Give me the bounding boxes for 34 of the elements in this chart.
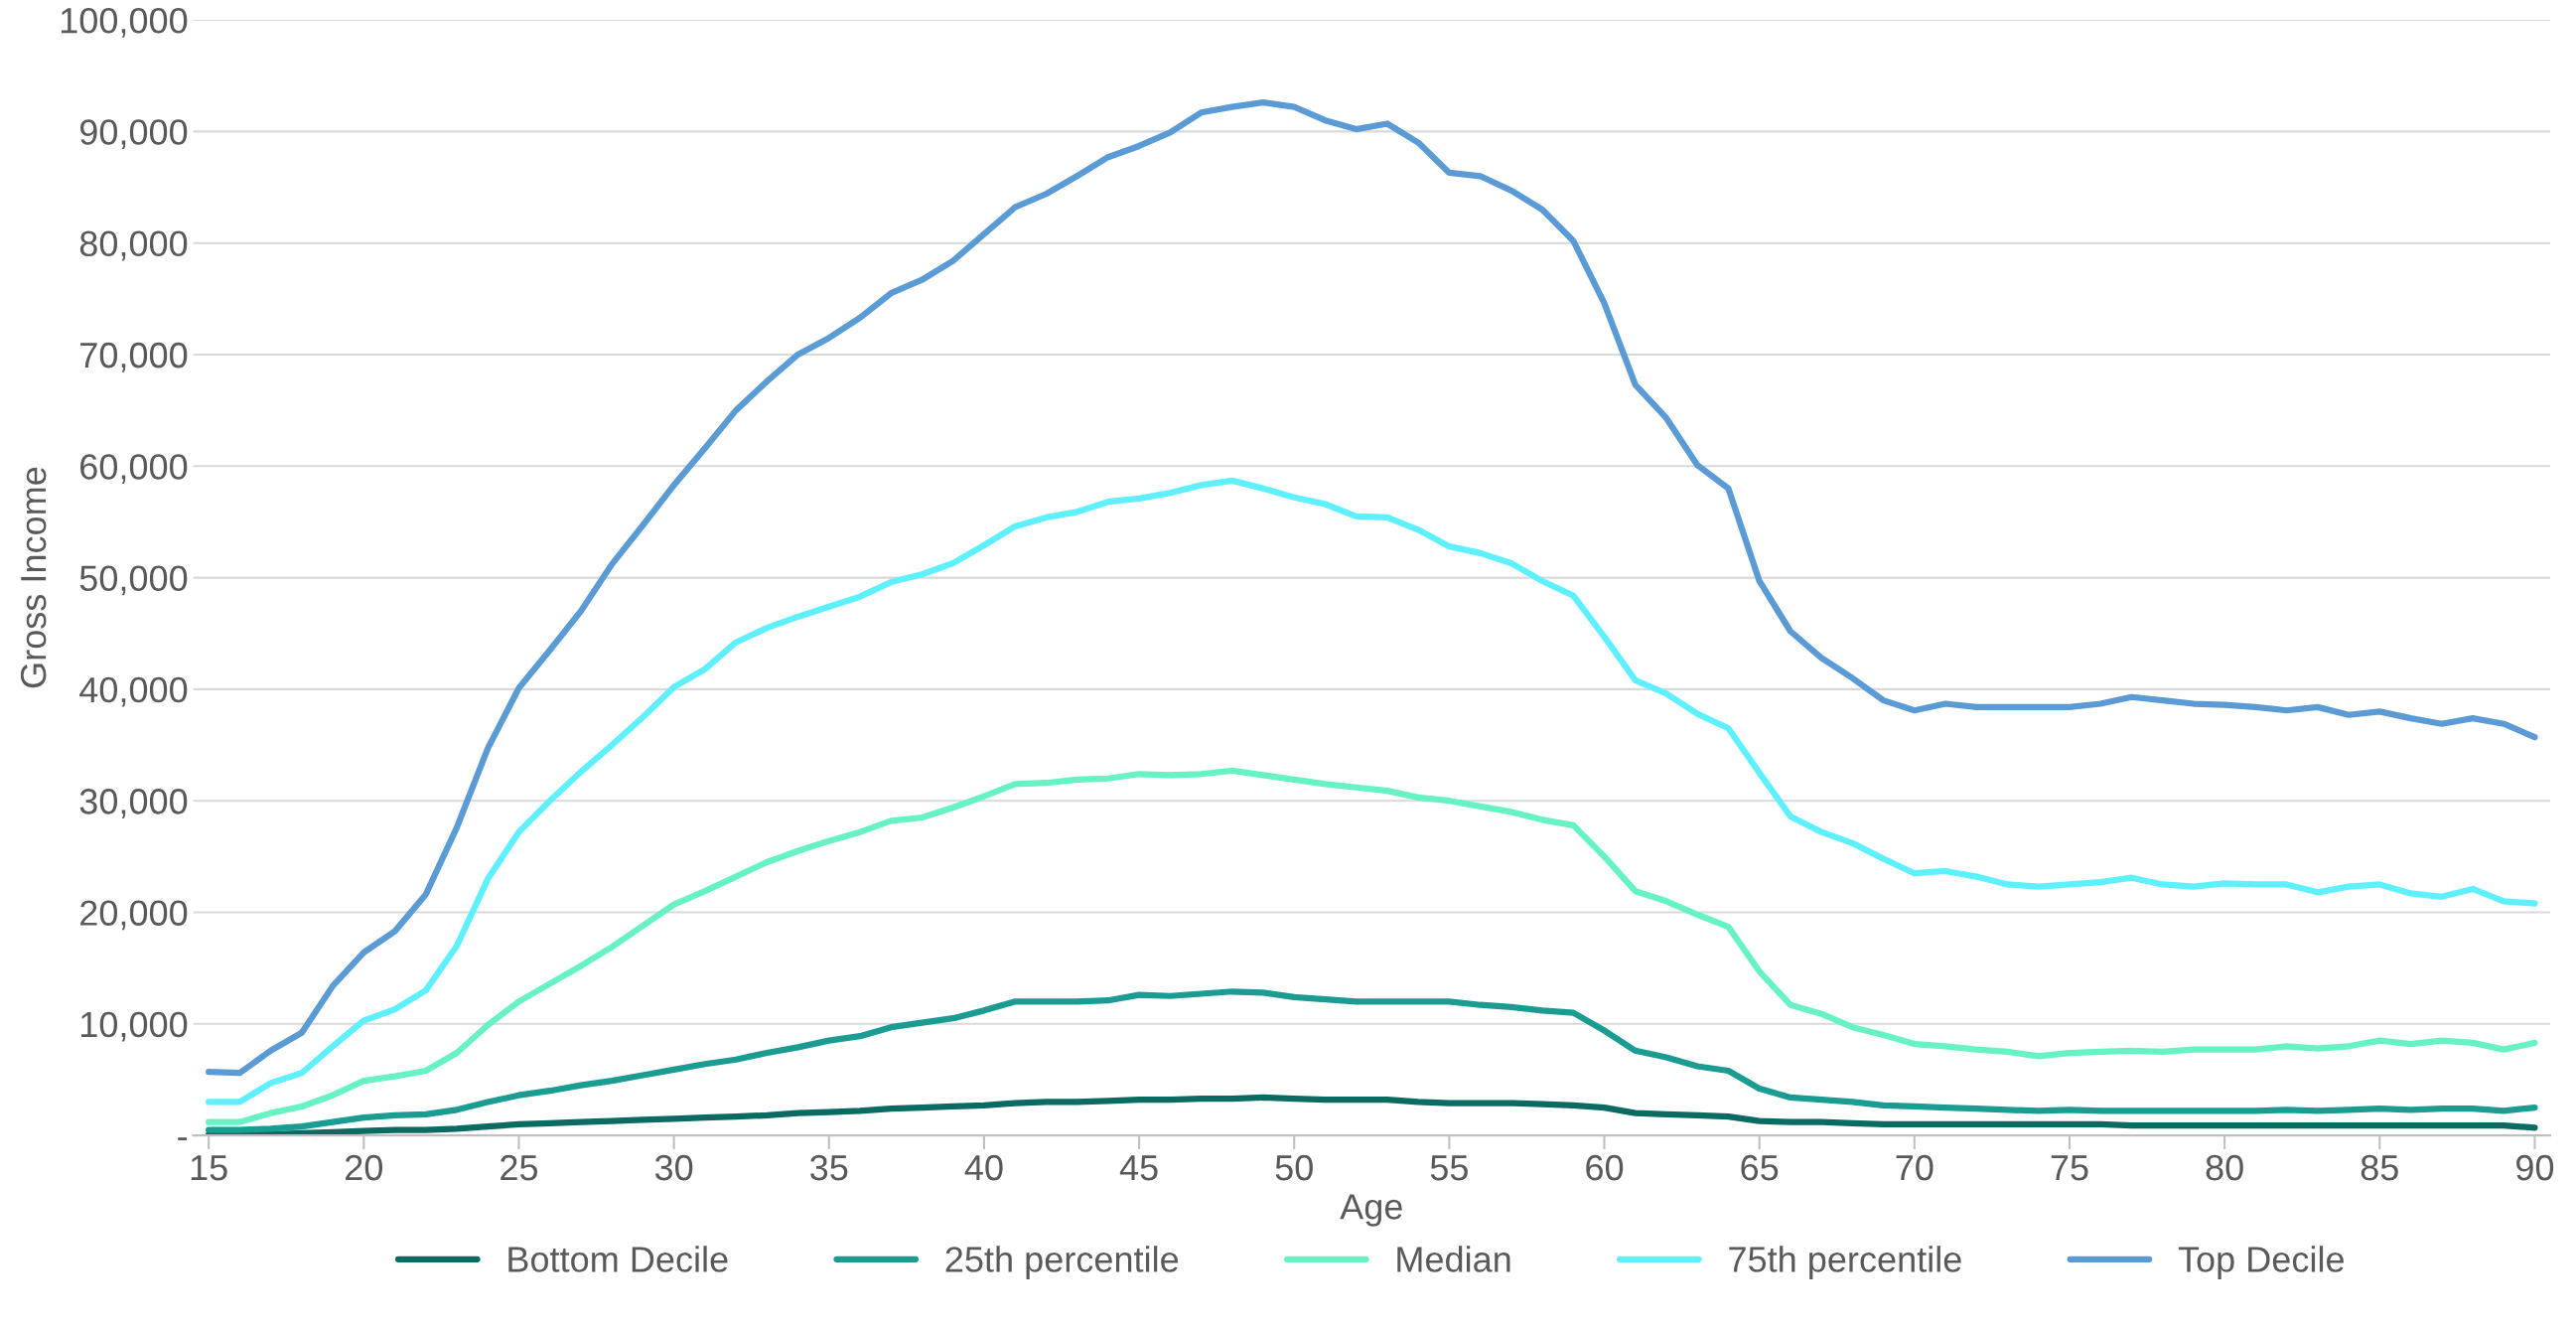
legend-label: Top Decile: [2178, 1246, 2344, 1279]
y-tick-label: 90,000: [79, 119, 188, 150]
legend-label: 25th percentile: [945, 1246, 1179, 1279]
y-tick-label: 80,000: [79, 230, 188, 261]
x-tick-label: 45: [1119, 1155, 1158, 1181]
x-tick-label: 60: [1586, 1154, 1624, 1181]
x-tick-label: 70: [1896, 1154, 1933, 1181]
y-tick-label: 60,000: [80, 454, 188, 484]
y-axis-title: Gross Income: [20, 467, 47, 688]
x-tick-label: 35: [810, 1154, 848, 1181]
x-tick-label: 40: [964, 1154, 1003, 1181]
x-tick-label: 20: [346, 1154, 382, 1181]
y-tick-label: 10,000: [81, 1011, 188, 1042]
y-tick-label: 30,000: [79, 789, 188, 818]
x-tick-label: 55: [1430, 1155, 1468, 1181]
x-tick-label: 90: [2516, 1154, 2554, 1181]
legend-label: Median: [1397, 1246, 1510, 1272]
x-tick-label: 25: [501, 1154, 538, 1181]
x-tick-label: 50: [1275, 1154, 1313, 1181]
x-tick-label: 85: [2361, 1154, 2398, 1181]
y-tick-label: 100,000: [61, 7, 188, 38]
x-tick-label: 80: [2206, 1154, 2243, 1181]
y-tick-label: 50,000: [79, 565, 188, 596]
x-tick-label: 15: [191, 1155, 227, 1181]
y-tick-label: 70,000: [80, 342, 188, 372]
x-tick-label: 75: [2051, 1155, 2088, 1181]
y-tick-label: 20,000: [80, 900, 188, 931]
x-axis-title: Age: [1340, 1194, 1402, 1227]
y-tick-label: 40,000: [79, 676, 188, 707]
x-tick-label: 65: [1741, 1154, 1779, 1181]
y-tick-label: -: [178, 1137, 188, 1141]
x-tick-label: 30: [654, 1154, 693, 1181]
legend-label: Bottom Decile: [508, 1246, 728, 1272]
legend-label: 75th percentile: [1729, 1246, 1961, 1279]
